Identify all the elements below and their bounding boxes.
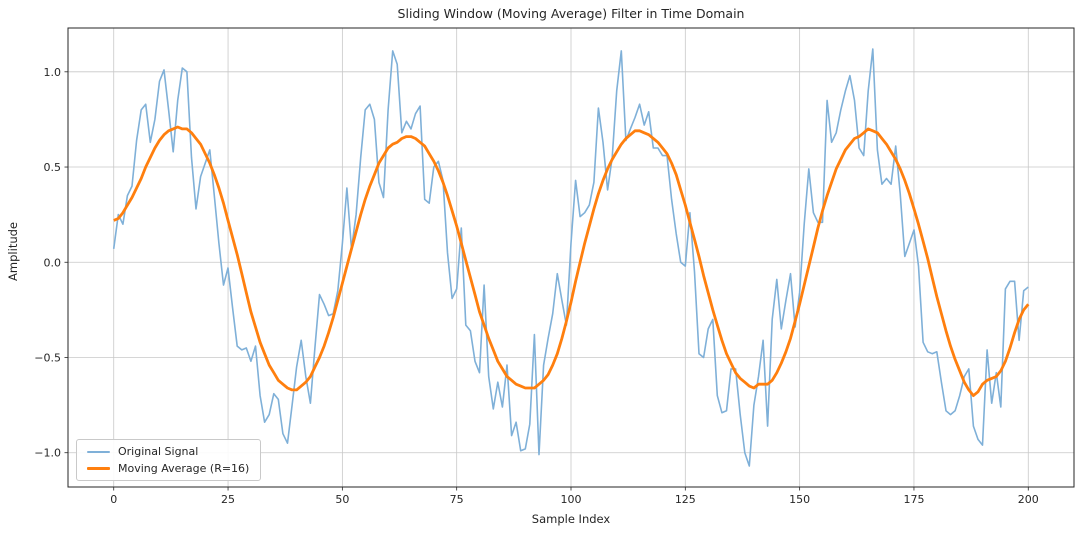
svg-text:100: 100: [561, 493, 582, 506]
original-signal-line-swatch: [87, 450, 110, 453]
svg-text:175: 175: [903, 493, 924, 506]
series-lines: [112, 48, 1030, 467]
svg-text:0.5: 0.5: [44, 161, 62, 174]
svg-text:125: 125: [675, 493, 696, 506]
svg-text:0.0: 0.0: [44, 256, 62, 269]
gridlines: [68, 28, 1074, 487]
svg-text:150: 150: [789, 493, 810, 506]
axis-tick-labels: 0 25 50 75 100 125 150 175 200 −1.0 −0.5 0.0 0.5 1.0: [34, 66, 1038, 506]
moving-average-line-swatch: [87, 467, 110, 470]
svg-text:1.0: 1.0: [44, 66, 62, 79]
legend-item-original-signal: Original Signal: [87, 445, 249, 458]
legend-label-moving-average: Moving Average (R=16): [118, 462, 250, 475]
svg-text:−0.5: −0.5: [34, 351, 61, 364]
legend-item-moving-average: Moving Average (R=16): [87, 462, 249, 475]
axis-ticks: [64, 71, 1029, 491]
svg-text:25: 25: [221, 493, 235, 506]
svg-text:0: 0: [110, 493, 117, 506]
axes-frame: [67, 27, 1075, 488]
legend-label-original-signal: Original Signal: [118, 445, 199, 458]
svg-text:50: 50: [335, 493, 349, 506]
legend: Original Signal Moving Average (R=16): [76, 439, 262, 481]
x-axis-label: Sample Index: [531, 512, 611, 526]
svg-text:200: 200: [1018, 493, 1039, 506]
chart-title: Sliding Window (Moving Average) Filter i…: [397, 6, 745, 21]
svg-text:75: 75: [450, 493, 464, 506]
svg-text:−1.0: −1.0: [34, 447, 61, 460]
